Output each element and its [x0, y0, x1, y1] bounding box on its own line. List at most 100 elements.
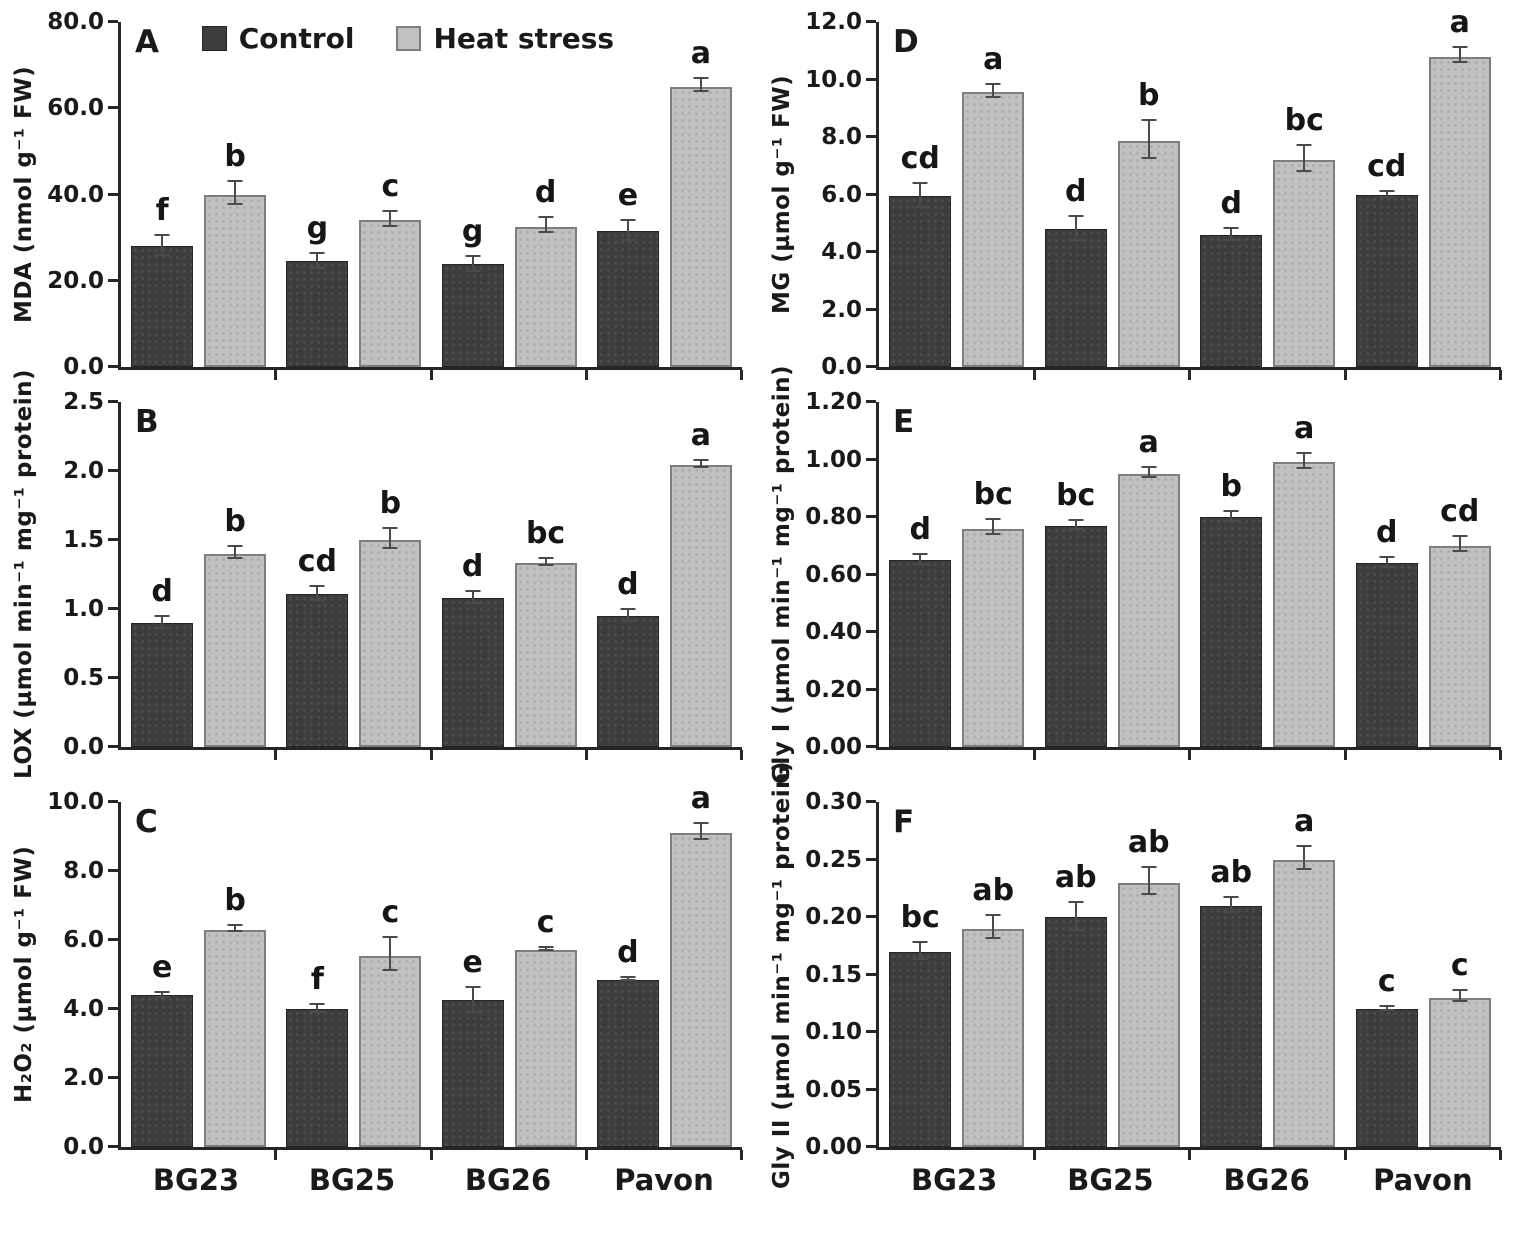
y-tick-label: 0.20: [805, 676, 862, 703]
x-tick-mark: [1499, 1150, 1502, 1160]
heat-stress-bar: a: [1273, 806, 1336, 1147]
y-tick-label: 0.60: [805, 561, 862, 588]
error-bar: [544, 945, 547, 952]
control-bar: f: [286, 964, 349, 1147]
significance-letter: f: [155, 193, 169, 229]
bar-group: cd a: [1346, 7, 1502, 367]
x-axis-label: BG23: [910, 1163, 998, 1197]
x-tick-mark: [429, 370, 433, 380]
bar-group: d bc: [432, 402, 587, 747]
y-tick-label: 0.0: [821, 354, 862, 380]
control-bar: b: [1200, 472, 1263, 747]
error-bar: [1458, 45, 1461, 64]
y-tick-mark: [108, 400, 118, 403]
error-bar: [1230, 226, 1233, 241]
y-tick-mark: [866, 457, 876, 461]
control-bar: e: [596, 181, 659, 367]
heat-stress-bar: a: [962, 45, 1025, 367]
error-bar: [544, 216, 547, 234]
bar-group: ab ab: [1035, 802, 1191, 1147]
y-tick-label: 0.10: [805, 1019, 862, 1045]
heat-stress-bar: b: [204, 506, 267, 747]
y-tick-mark: [866, 365, 876, 368]
control-bar: bc: [889, 903, 952, 1147]
y-tick-label: 0.0: [63, 734, 104, 760]
y-tick-label: 60.0: [47, 95, 104, 122]
y-tick-mark: [866, 745, 876, 748]
panel-letter: B: [135, 404, 159, 440]
heat-stress-bar: c: [514, 907, 577, 1147]
significance-letter: c: [381, 168, 400, 204]
heat-stress-bar: c: [359, 898, 422, 1147]
y-tick-label: 0.00: [805, 734, 862, 760]
x-tick-mark: [740, 370, 743, 380]
significance-letter: a: [1449, 4, 1470, 40]
error-bar: [626, 219, 629, 241]
y-tick-label: 0.25: [805, 846, 862, 873]
y-tick-mark: [108, 365, 118, 368]
y-tick-label: 0.00: [805, 1134, 862, 1160]
y-tick-label: 40.0: [47, 181, 104, 208]
y-tick-mark: [866, 250, 876, 253]
x-tick-mark: [1032, 750, 1036, 760]
significance-letter: a: [690, 781, 711, 817]
x-tick-mark: [1188, 370, 1191, 380]
plot-area: C 0.0 2.0 4.0 6.0 8.0 10.0 e b f c e c d a: [47, 784, 743, 1160]
panel-B: LOX (µmol min⁻¹ mg⁻¹ protein) B 0.0 0.5 1.…: [0, 370, 758, 790]
y-tick-label: 2.0: [821, 296, 862, 323]
heat-stress-bar: c: [1428, 950, 1491, 1147]
error-bar: [1074, 901, 1077, 931]
error-bar: [234, 923, 237, 932]
significance-letter: c: [1377, 963, 1396, 999]
control-bar: d: [596, 938, 659, 1147]
significance-letter: c: [536, 904, 555, 940]
significance-letter: d: [534, 175, 557, 211]
y-tick-label: 0.20: [805, 904, 862, 930]
y-tick-mark: [866, 1087, 876, 1091]
x-axis-label: BG23: [152, 1163, 240, 1197]
bar-group: cd a: [879, 22, 1035, 367]
plot-area: D 0.0 2.0 4.0 6.0 8.0 10.0 12.0 cd a d b d bc cd a: [805, 7, 1502, 380]
y-tick-label: 0.15: [805, 961, 862, 988]
y-tick-label: 12.0: [805, 9, 862, 35]
y-tick-label: 2.5: [63, 389, 104, 415]
y-axis-label: MG (µmol g⁻¹ FW): [762, 22, 802, 367]
heat-stress-bar: a: [669, 421, 732, 747]
significance-letter: bc: [525, 516, 566, 552]
y-tick-label: 0.80: [805, 504, 862, 530]
y-tick-label: 2.0: [63, 458, 104, 484]
x-tick-mark: [1499, 750, 1502, 760]
plot-area: A Control Heat stress 0.0 20.0 40.0 60.0 80.…: [47, 9, 743, 380]
y-tick-label: 0.05: [805, 1076, 862, 1103]
significance-letter: f: [310, 961, 324, 997]
error-bar: [1303, 451, 1306, 469]
significance-letter: bc: [1056, 477, 1096, 513]
y-tick-label: 0.30: [805, 789, 862, 815]
y-tick-mark: [108, 607, 118, 610]
significance-letter: d: [617, 935, 639, 971]
x-tick-mark: [1343, 370, 1347, 380]
y-tick-label: 0.40: [805, 619, 862, 645]
error-bar: [161, 234, 164, 257]
x-axis-labels: BG23 BG25 BG26 Pavon: [118, 1163, 742, 1197]
x-axis-labels: BG23 BG25 BG26 Pavon: [876, 1163, 1501, 1197]
significance-letter: d: [461, 549, 484, 585]
significance-letter: ab: [1127, 824, 1170, 860]
heat-stress-bar: ab: [962, 875, 1025, 1147]
y-tick-label: 80.0: [47, 9, 104, 35]
error-bar: [161, 614, 164, 629]
control-bar: cd: [1355, 151, 1418, 367]
control-bar: e: [441, 947, 504, 1147]
panel-letter: E: [893, 404, 915, 440]
y-tick-mark: [866, 77, 876, 81]
control-bar: f: [131, 196, 194, 367]
y-tick-mark: [108, 20, 118, 23]
significance-letter: d: [909, 512, 931, 548]
y-tick-mark: [866, 1030, 876, 1033]
x-tick-mark: [740, 750, 743, 760]
x-tick-mark: [1188, 750, 1191, 760]
bar-group: d cd: [1346, 402, 1502, 747]
